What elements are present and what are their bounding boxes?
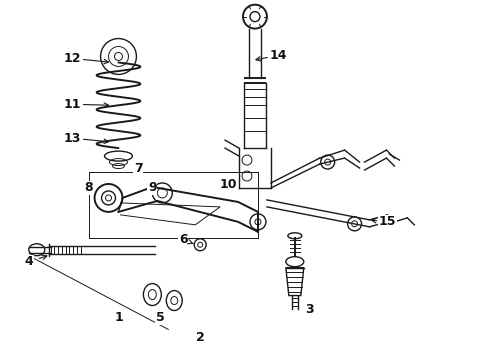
Text: 8: 8 [84, 181, 93, 194]
Text: 1: 1 [114, 311, 123, 324]
Text: 10: 10 [220, 179, 237, 192]
Text: 4: 4 [24, 255, 33, 268]
Text: 13: 13 [64, 132, 81, 145]
Text: 7: 7 [134, 162, 143, 175]
Text: 5: 5 [156, 311, 165, 324]
Text: 3: 3 [305, 303, 314, 316]
Text: 15: 15 [379, 215, 396, 228]
Text: 6: 6 [179, 233, 188, 246]
Text: 12: 12 [64, 52, 81, 65]
Text: 11: 11 [64, 98, 81, 111]
Text: 9: 9 [148, 181, 157, 194]
Text: 2: 2 [196, 331, 204, 344]
Text: 14: 14 [269, 49, 287, 62]
